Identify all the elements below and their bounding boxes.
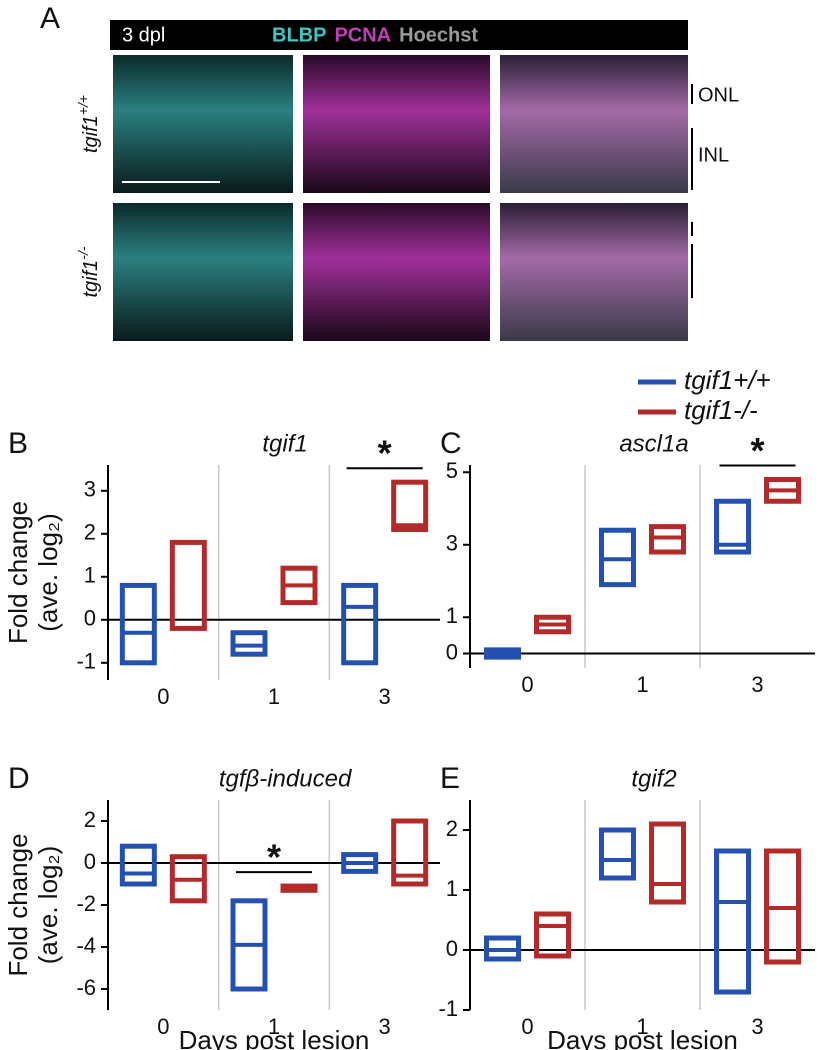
x-tick-label: 1 <box>636 1014 648 1039</box>
panel-label: D <box>8 762 30 795</box>
y-axis-label: (ave. log₂) <box>33 513 63 631</box>
box <box>534 911 571 959</box>
genotype-label: tgif1+/+ <box>75 95 103 153</box>
chart-title: tgif1 <box>262 430 307 457</box>
y-axis-label: (ave. log₂) <box>33 846 63 964</box>
y-tick-label: 0 <box>446 639 458 664</box>
y-tick-label: 1 <box>446 876 458 901</box>
x-tick-label: 3 <box>379 1014 391 1039</box>
panel-label: C <box>440 427 462 460</box>
stain-label: Hoechst <box>399 24 478 46</box>
x-axis-label: Days post lesion <box>179 1025 370 1050</box>
x-tick-label: 0 <box>157 684 169 709</box>
y-tick-label: 3 <box>84 477 96 502</box>
x-axis-label: Days post lesion <box>547 1025 738 1050</box>
x-tick-label: 1 <box>636 672 648 697</box>
box <box>169 539 207 631</box>
box <box>649 821 686 905</box>
y-tick-label: 0 <box>446 936 458 961</box>
y-tick-label: 5 <box>446 458 458 483</box>
y-tick-label: -6 <box>76 975 96 1000</box>
x-tick-label: 0 <box>521 672 533 697</box>
chart-title: tgfβ-induced <box>219 765 352 792</box>
micrographs <box>113 55 693 341</box>
box <box>714 498 751 555</box>
box <box>599 827 636 881</box>
box <box>391 818 429 887</box>
layer-label: ONL <box>698 84 739 106</box>
significance-star: * <box>750 430 764 471</box>
stain-label: PCNA <box>334 24 391 46</box>
timepoint: 3 dpl <box>122 24 165 46</box>
layer-label: INL <box>698 144 729 166</box>
y-tick-label: 0 <box>84 606 96 631</box>
y-tick-label: -1 <box>438 996 458 1021</box>
panel-label: B <box>8 427 28 460</box>
chart-title: ascl1a <box>619 430 688 457</box>
y-tick-label: 0 <box>84 849 96 874</box>
box <box>714 848 751 995</box>
box <box>341 582 379 666</box>
x-tick-label: 0 <box>157 1014 169 1039</box>
y-tick-label: 3 <box>446 531 458 556</box>
box <box>119 843 157 887</box>
x-tick-label: 3 <box>379 684 391 709</box>
y-tick-label: -2 <box>76 891 96 916</box>
box <box>391 479 429 533</box>
y-tick-label: 2 <box>84 807 96 832</box>
y-axis-label: Fold change <box>3 833 33 976</box>
y-tick-label: 1 <box>446 603 458 628</box>
header-bar <box>110 20 688 50</box>
panel-label: A <box>40 2 60 35</box>
gene: tgif1 <box>80 115 102 153</box>
panel-label: E <box>440 762 460 795</box>
x-tick-label: 1 <box>268 1014 280 1039</box>
chart-title: tgif2 <box>631 765 676 792</box>
significance-star: * <box>378 433 392 474</box>
y-tick-label: -1 <box>76 649 96 674</box>
y-tick-label: 1 <box>84 563 96 588</box>
allele: +/+ <box>75 95 91 115</box>
y-tick-label: 2 <box>84 520 96 545</box>
x-tick-label: 1 <box>268 684 280 709</box>
legend-label: tgif1-/- <box>684 395 758 425</box>
x-tick-label: 3 <box>751 672 763 697</box>
genotype-label: tgif1-/- <box>75 246 103 297</box>
gene: tgif1 <box>80 260 102 298</box>
significance-star: * <box>267 837 281 878</box>
x-tick-label: 3 <box>751 1014 763 1039</box>
allele: -/- <box>75 246 91 260</box>
y-tick-label: -4 <box>76 933 96 958</box>
x-tick-label: 0 <box>521 1014 533 1039</box>
box <box>230 630 268 657</box>
box <box>119 582 157 666</box>
stain-label: BLBP <box>272 24 326 46</box>
y-axis-label: Fold change <box>3 501 33 644</box>
legend-label: tgif1+/+ <box>684 365 771 395</box>
y-tick-label: 2 <box>446 816 458 841</box>
